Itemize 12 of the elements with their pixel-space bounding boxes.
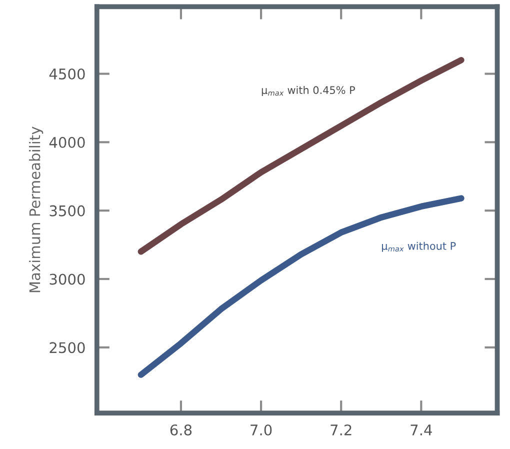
y-tick-label: 4500 xyxy=(49,68,85,80)
y-tick-label: 3500 xyxy=(50,205,85,216)
x-tick-label: 6.8 xyxy=(170,424,192,436)
x-tick-label: 7.4 xyxy=(410,424,432,436)
y-tick-label: 3000 xyxy=(50,274,85,285)
x-tick-label: 7.0 xyxy=(250,424,272,436)
series-label: μ$_{max}$ with 0.45% P xyxy=(262,86,355,96)
y-tick-label: 4000 xyxy=(49,136,85,148)
x-tick-label: 7.2 xyxy=(330,424,352,436)
y-tick-label: 2500 xyxy=(50,342,85,354)
text: μ$_{max}$ without P xyxy=(382,242,456,252)
y-axis-title: Maximum Permeability xyxy=(29,126,44,292)
